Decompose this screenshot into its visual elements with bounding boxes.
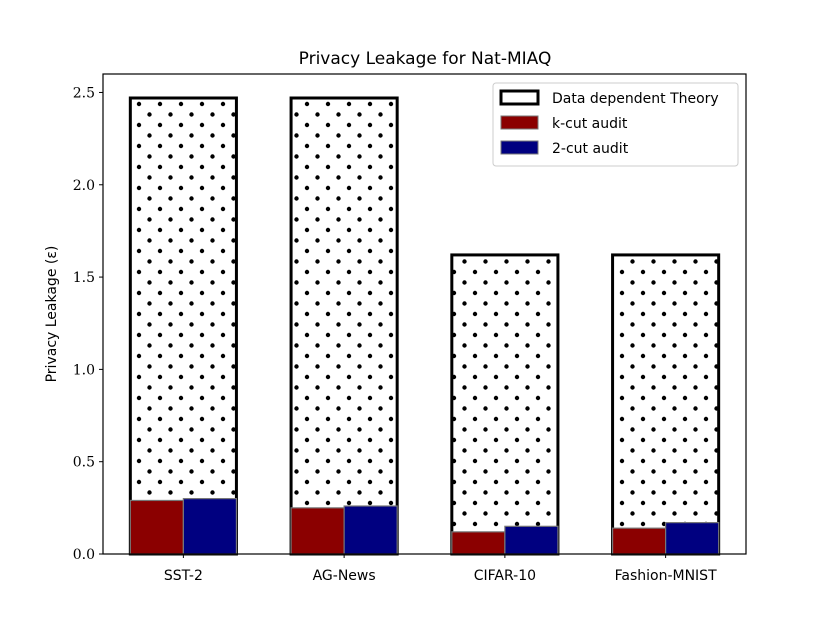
x-axis: SST-2 AG-News CIFAR-10 Fashion-MNIST [164,554,717,584]
x-tick-label: AG-News [313,568,376,584]
theory-bar-fashion-mnist [611,253,721,556]
2cut-bar-sst-2 [182,498,238,555]
x-tick-label: Fashion-MNIST [615,568,717,584]
legend-swatch-theory [499,89,540,106]
legend-swatch-kcut [500,115,539,130]
legend-swatch-2cut [500,140,539,155]
x-tick-label: SST-2 [164,568,203,584]
kcut-bar-cifar-10 [451,531,506,555]
kcut-bar-sst-2 [129,499,184,555]
y-axis-label: Privacy Leakage (ε) [44,246,60,383]
x-tick-label: CIFAR-10 [474,568,536,584]
y-tick-label: 0.0 [73,547,95,563]
chart-title: Privacy Leakage for Nat-MIAQ [299,49,552,69]
2cut-bar-cifar-10 [504,525,559,555]
legend-label: Data dependent Theory [552,91,719,107]
kcut-bar-ag-news [290,507,345,555]
y-tick-label: 2.5 [73,85,95,101]
theory-bar-cifar-10 [450,253,560,556]
legend-box [492,82,739,167]
bars-layer [128,96,721,556]
y-tick-label: 2.0 [73,178,95,194]
legend-label: 2-cut audit [552,141,629,157]
y-tick-label: 1.5 [73,270,95,286]
2cut-bar-ag-news [343,505,398,555]
y-tick-label: 0.5 [73,455,95,471]
legend: Data dependent Theory k-cut audit 2-cut au… [492,82,739,167]
plot-frame [102,73,747,555]
theory-bar-sst-2 [128,96,238,556]
legend-label: k-cut audit [552,116,628,132]
2cut-bar-fashion-mnist [665,522,720,555]
theory-bar-ag-news [289,96,399,556]
kcut-bar-fashion-mnist [611,527,667,555]
y-tick-label: 1.0 [73,362,95,378]
y-axis: 0.0 0.5 1.0 1.5 2.0 2.5 [73,85,103,563]
